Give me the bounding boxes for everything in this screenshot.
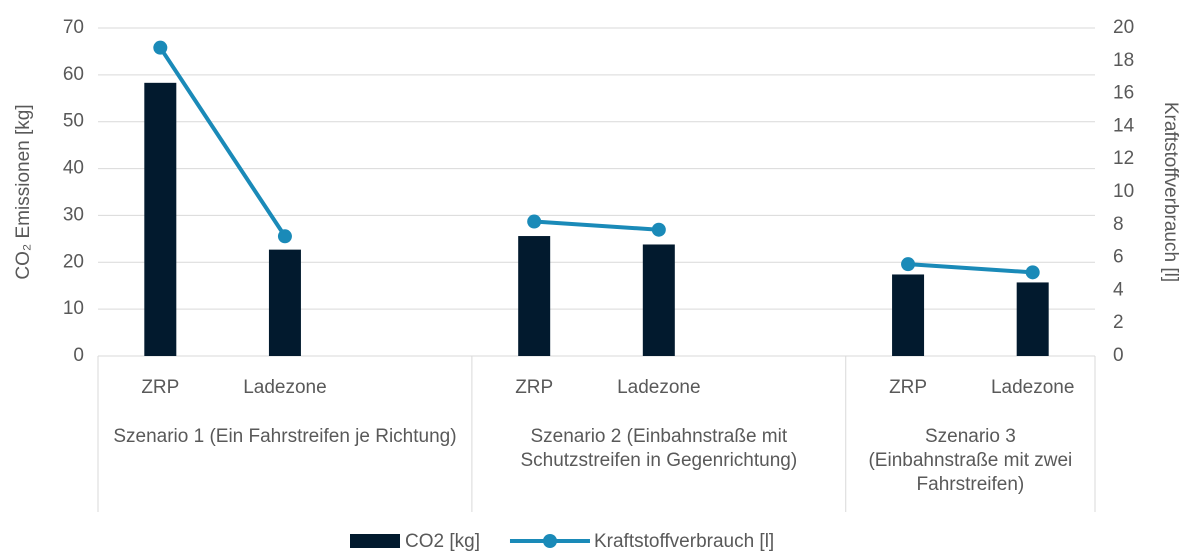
y-axis-title: CO₂ Emissionen [kg] [13,104,34,279]
legend-marker [542,534,557,548]
y2-tick-label: 8 [1113,214,1124,235]
bar [642,244,675,356]
y2-tick-label: 0 [1113,345,1124,366]
line-marker [153,40,168,55]
y2-tick-label: 20 [1113,17,1134,38]
line-marker [651,222,666,237]
y2-tick-label: 12 [1113,148,1134,169]
legend-label: CO2 [kg] [405,531,480,552]
line [907,262,1033,275]
line-marker [901,257,916,272]
line [534,219,659,232]
line-marker [1025,265,1040,280]
x-tick-label: Ladezone [617,377,700,398]
y2-tick-label: 10 [1113,181,1134,202]
y2-tick-label: 18 [1113,50,1134,71]
line-marker [277,229,292,244]
bar [1016,282,1049,356]
x-tick-label: ZRP [515,377,553,398]
line-marker [527,214,542,229]
y2-tick-label: 14 [1113,115,1135,136]
y2-tick-label: 16 [1113,83,1134,104]
legend-swatch [350,534,400,548]
y-tick-label: 70 [63,17,84,38]
y2-tick-label: 4 [1113,279,1124,300]
group-label: Szenario 1 (Ein Fahrstreifen je Richtung… [113,426,457,447]
y-tick-label: 0 [73,345,84,366]
x-tick-label: Ladezone [991,377,1074,398]
x-tick-label: Ladezone [243,377,326,398]
y2-tick-label: 2 [1113,312,1124,333]
y-tick-label: 50 [63,111,84,132]
y-tick-label: 60 [63,64,84,85]
bar [518,236,551,356]
line [158,46,287,238]
y-tick-label: 10 [63,298,84,319]
y-tick-label: 20 [63,251,84,272]
x-tick-label: ZRP [889,377,927,398]
y2-axis-title: Kraftstoffverbrauch [l] [1160,102,1181,282]
x-tick-label: ZRP [141,377,179,398]
bar [892,274,925,356]
bar [144,82,177,356]
y2-tick-label: 6 [1113,247,1124,268]
group-label: Szenario 2 (Einbahnstraße mit Schutzstre… [520,426,798,471]
y-tick-label: 40 [63,158,84,179]
legend-label: Kraftstoffverbrauch [l] [594,531,774,552]
y-tick-label: 30 [63,204,84,225]
group-label: Szenario 3 (Einbahnstraße mit zwei Fahrs… [868,426,1073,495]
bar [268,249,301,356]
